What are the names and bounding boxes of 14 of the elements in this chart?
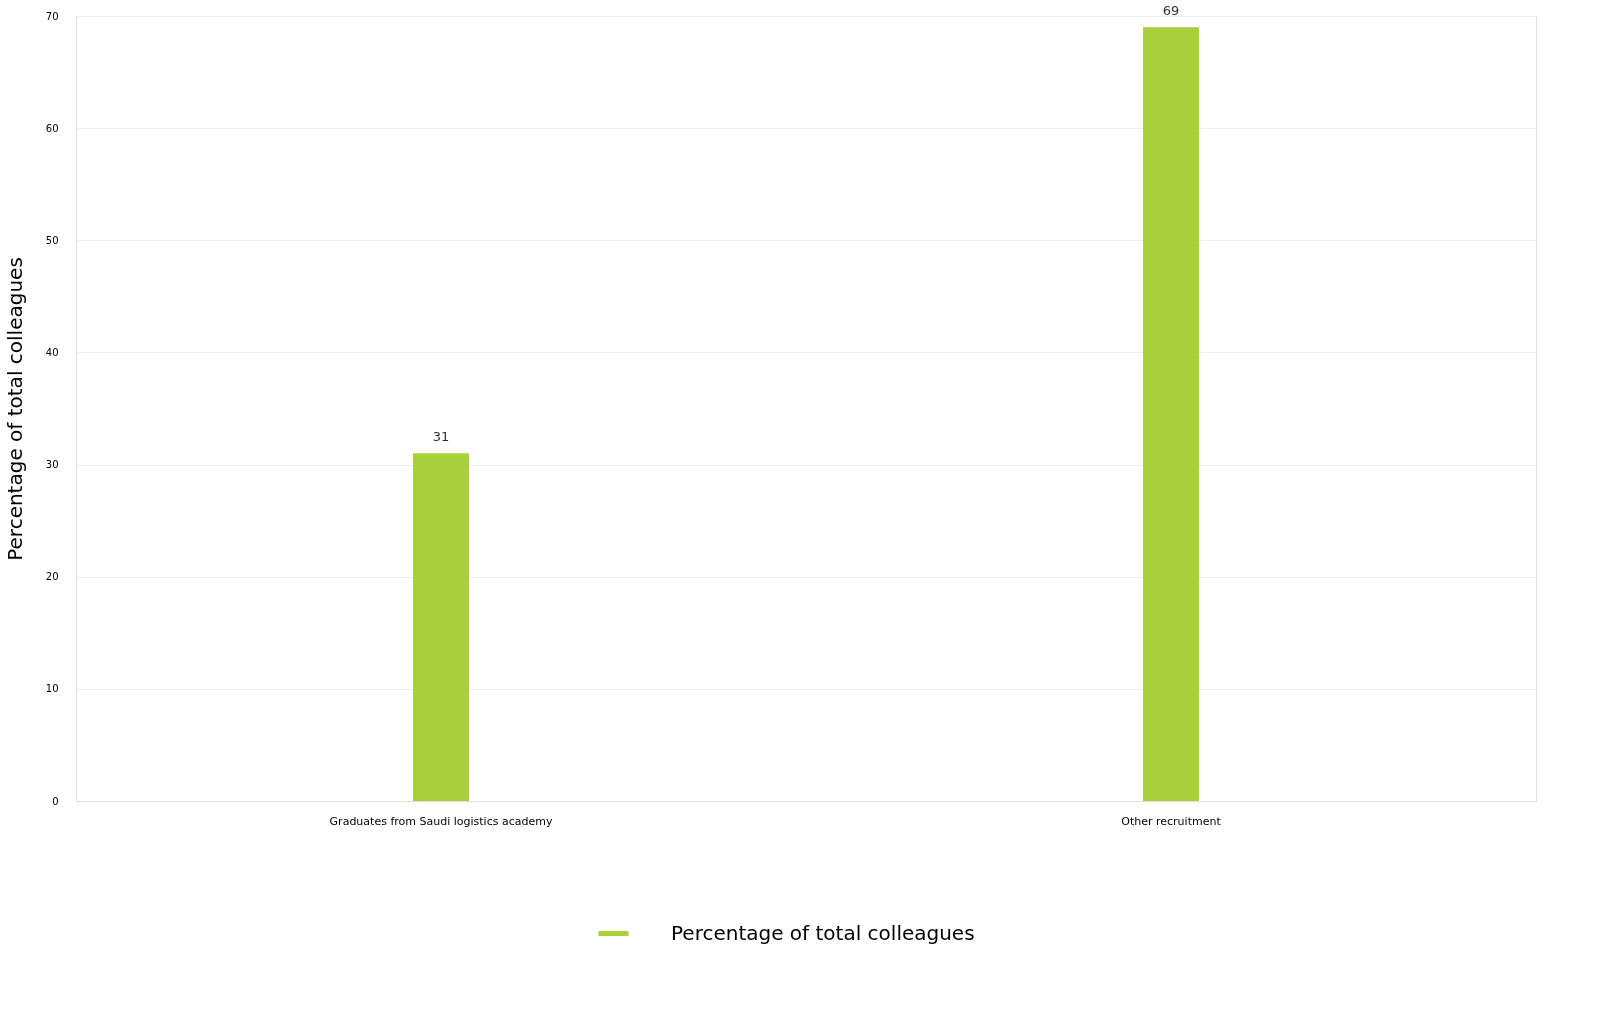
y-tick-label: 0 [52, 795, 59, 807]
data-label: 69 [1162, 3, 1180, 19]
y-tick-label: 60 [45, 122, 59, 134]
y-tick-label: 40 [45, 346, 59, 358]
data-label: 31 [432, 429, 450, 445]
y-tick-label: 20 [45, 571, 59, 583]
y-tick-label: 10 [45, 683, 59, 695]
y-tick-label: 30 [45, 459, 59, 471]
x-tick-label: Graduates from Saudi logistics academy [329, 814, 553, 828]
y-tick-label: 50 [45, 234, 59, 246]
y-tick-label: 70 [45, 10, 59, 22]
y-axis-title: Percentage of total colleagues [2, 257, 27, 561]
legend-label: Percentage of total colleagues [671, 920, 975, 945]
x-tick-label: Other recruitment [1121, 814, 1222, 828]
